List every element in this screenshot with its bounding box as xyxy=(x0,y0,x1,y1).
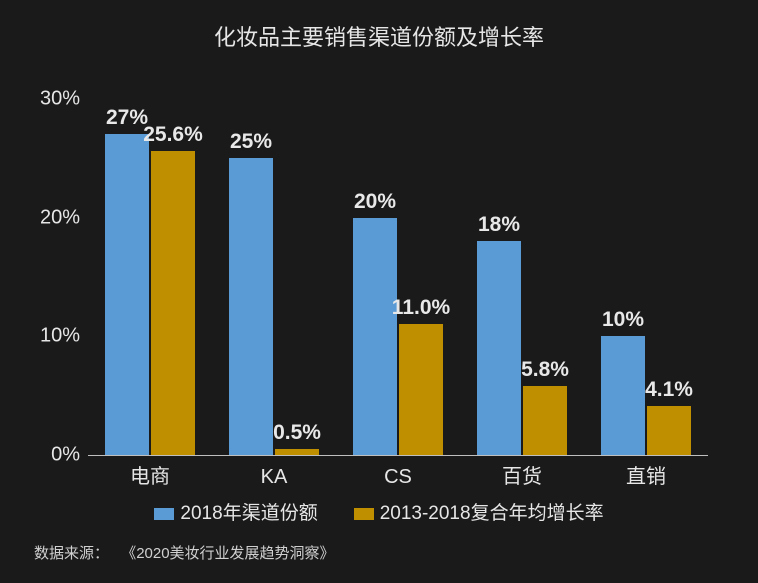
legend-swatch xyxy=(154,508,174,520)
category-group: 直销10%4.1% xyxy=(584,76,708,455)
y-tick-label: 0% xyxy=(28,444,80,467)
bar xyxy=(353,218,397,456)
category-group: CS20%11.0% xyxy=(336,76,460,455)
bar-value-label: 25.6% xyxy=(128,123,218,147)
chart-container: 化妆品主要销售渠道份额及增长率 0%10%20%30%电商27%25.6%KA2… xyxy=(0,0,758,583)
bar xyxy=(105,134,149,455)
chart-title: 化妆品主要销售渠道份额及增长率 xyxy=(0,20,758,52)
bar xyxy=(647,406,691,455)
bar xyxy=(275,449,319,455)
y-tick-label: 10% xyxy=(28,325,80,348)
legend-item: 2018年渠道份额 xyxy=(154,498,317,525)
plot-area: 0%10%20%30%电商27%25.6%KA25%0.5%CS20%11.0%… xyxy=(88,76,708,456)
y-tick-label: 30% xyxy=(28,87,80,110)
bar-value-label: 18% xyxy=(454,213,544,237)
legend-swatch xyxy=(354,508,374,520)
category-group: KA25%0.5% xyxy=(212,76,336,455)
bar-value-label: 0.5% xyxy=(252,421,342,445)
bar-value-label: 11.0% xyxy=(376,296,466,320)
bar-value-label: 25% xyxy=(206,130,296,154)
source-text: 《2020美妆行业发展趋势洞察》 xyxy=(121,545,334,562)
x-category-label: CS xyxy=(384,466,412,489)
bar xyxy=(399,324,443,455)
bar xyxy=(229,158,273,455)
chart-title-text: 化妆品主要销售渠道份额及增长率 xyxy=(214,25,544,50)
legend-label: 2018年渠道份额 xyxy=(180,503,317,524)
bar-value-label: 5.8% xyxy=(500,358,590,382)
source-label: 数据来源： xyxy=(34,545,109,562)
bar-value-label: 10% xyxy=(578,308,668,332)
bar-value-label: 4.1% xyxy=(624,378,714,402)
bar-value-label: 20% xyxy=(330,190,420,214)
legend-item: 2013-2018复合年均增长率 xyxy=(354,498,604,525)
legend: 2018年渠道份额 2013-2018复合年均增长率 xyxy=(0,498,758,525)
category-group: 百货18%5.8% xyxy=(460,76,584,455)
x-category-label: 百货 xyxy=(502,460,542,489)
y-tick-label: 20% xyxy=(28,206,80,229)
x-category-label: 直销 xyxy=(626,460,666,489)
bar xyxy=(477,241,521,455)
category-group: 电商27%25.6% xyxy=(88,76,212,455)
bar xyxy=(523,386,567,455)
source-line: 数据来源： 《2020美妆行业发展趋势洞察》 xyxy=(34,542,335,563)
x-category-label: 电商 xyxy=(130,460,170,489)
x-category-label: KA xyxy=(261,466,288,489)
bar xyxy=(151,151,195,455)
legend-label: 2013-2018复合年均增长率 xyxy=(380,503,604,524)
